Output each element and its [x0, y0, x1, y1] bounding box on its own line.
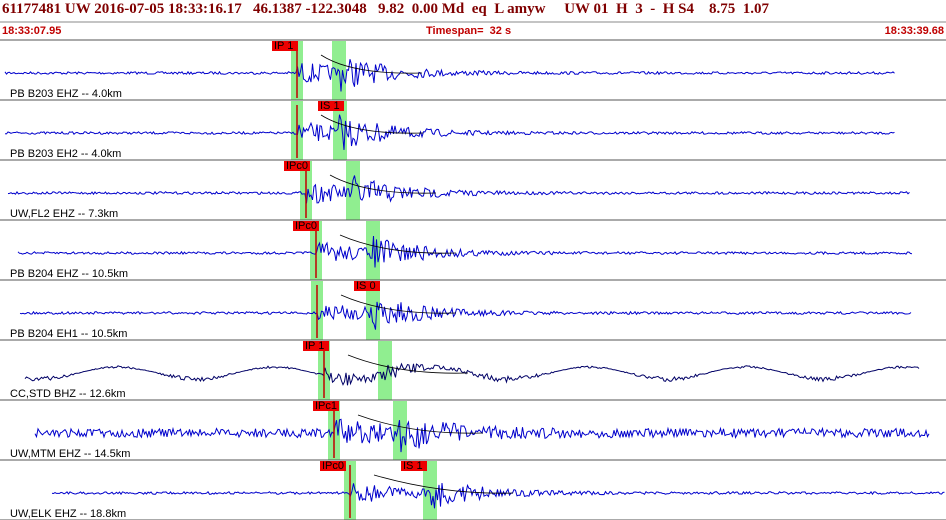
s-window: [423, 461, 437, 520]
station-label: PB B204 EH1 -- 10.5km: [10, 328, 127, 340]
pick-box: [401, 461, 427, 471]
pick-label: IP 1: [274, 40, 293, 52]
station-label: CC,STD BHZ -- 12.6km: [10, 388, 126, 400]
waveform: [17, 235, 913, 268]
coda-curve: [339, 234, 457, 254]
pick-label: IP 1: [305, 340, 324, 352]
pick-box: [284, 161, 310, 171]
pick-box: [303, 341, 329, 351]
pick-label: IPc0: [322, 460, 344, 472]
pick-label: IPc0: [295, 220, 317, 232]
waveform: [51, 482, 945, 509]
coda-curve: [320, 54, 423, 74]
end-time: 18:33:39.68: [884, 25, 944, 37]
start-time: 18:33:07.95: [2, 25, 62, 37]
s-window: [346, 161, 360, 220]
waveform: [19, 301, 912, 330]
waveform: [4, 114, 895, 150]
waveform: [34, 418, 930, 453]
station-label: UW,MTM EHZ -- 14.5km: [10, 448, 130, 460]
pick-box: [293, 221, 319, 231]
coda-curve: [329, 174, 437, 194]
station-label: PB B203 EH2 -- 4.0km: [10, 148, 121, 160]
waveform: [7, 175, 910, 204]
coda-curve: [340, 294, 457, 314]
pick-box: [318, 101, 344, 111]
waveform: [24, 362, 920, 386]
s-window: [378, 341, 392, 400]
pick-box: [320, 461, 346, 471]
station-label: PB B204 EHZ -- 10.5km: [10, 268, 128, 280]
station-label: UW,FL2 EHZ -- 7.3km: [10, 208, 118, 220]
station-label: PB B203 EHZ -- 4.0km: [10, 88, 122, 100]
waveform: [4, 59, 895, 92]
pick-label: IS 1: [320, 100, 340, 112]
coda-curve: [357, 414, 484, 434]
pick-box: [354, 281, 380, 291]
pick-label: IPc0: [286, 160, 308, 172]
station-label: UW,ELK EHZ -- 18.8km: [10, 508, 126, 520]
event-header: 61177481 UW 2016-07-05 18:33:16.17 46.13…: [2, 1, 769, 17]
coda-curve: [373, 474, 514, 494]
pick-label: IPc1: [315, 400, 337, 412]
s-window: [366, 281, 380, 340]
coda-curve: [320, 114, 424, 134]
pick-label: IS 0: [356, 280, 376, 292]
pick-box: [313, 401, 339, 411]
pick-box: [272, 41, 298, 51]
pick-label: IS 1: [403, 460, 423, 472]
coda-curve: [347, 354, 469, 374]
timespan: Timespan= 32 s: [426, 25, 512, 37]
